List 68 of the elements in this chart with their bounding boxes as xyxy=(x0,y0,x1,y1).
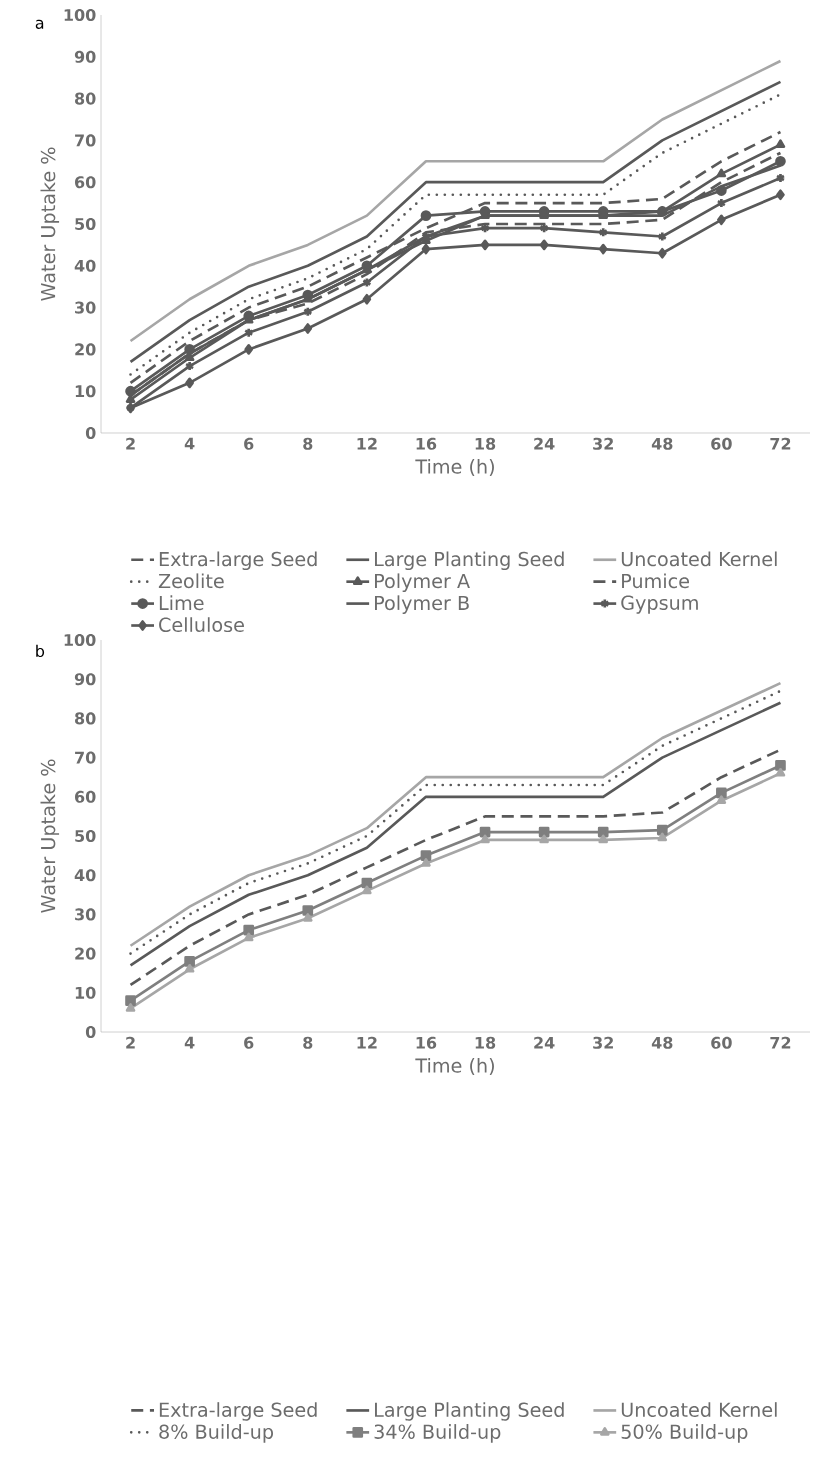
x-tick-label: 6 xyxy=(244,437,254,450)
y-tick-label: 40 xyxy=(74,869,96,882)
x-tick-label: 12 xyxy=(357,1036,377,1049)
y-tick-label: 70 xyxy=(75,134,96,147)
x-tick-label: 24 xyxy=(534,1036,555,1049)
x-tick-label: 32 xyxy=(593,437,613,450)
y-tick-label: 90 xyxy=(74,673,96,686)
y-tick-label: 90 xyxy=(74,50,96,63)
legend-label: Lime xyxy=(159,595,204,611)
x-tick-label: 8 xyxy=(303,1036,313,1049)
text: a xyxy=(35,19,44,29)
x-tick-label: 16 xyxy=(416,437,437,450)
x-tick-label: 2 xyxy=(126,437,135,450)
legend-label: Zeolite xyxy=(158,573,224,589)
legend-label: Uncoated Kernel xyxy=(621,551,777,567)
x-tick-label: 4 xyxy=(184,437,195,450)
legend-label: Polymer A xyxy=(375,573,470,592)
x-tick-label: 18 xyxy=(475,1036,496,1049)
y-axis-title: Water Uptake % xyxy=(40,147,60,301)
y-tick-label: 70 xyxy=(75,751,96,764)
x-tick-label: 72 xyxy=(770,437,791,450)
x-tick-label: 60 xyxy=(711,1036,732,1049)
y-tick-label: 60 xyxy=(75,176,96,189)
y-tick-label: 0 xyxy=(85,1025,96,1039)
x-tick-label: 48 xyxy=(651,437,673,450)
legend-label: Pumice xyxy=(622,573,689,589)
y-tick-label: 50 xyxy=(75,829,96,843)
x-tick-label: 2 xyxy=(126,1036,135,1049)
x-tick-label: 6 xyxy=(244,1036,254,1049)
y-tick-label: 30 xyxy=(75,908,96,921)
x-tick-label: 48 xyxy=(651,1036,673,1049)
y-tick-label: 0 xyxy=(85,426,96,440)
y-tick-label: 50 xyxy=(75,217,96,231)
x-tick-label: 8 xyxy=(303,437,313,450)
x-axis-title: Time (h) xyxy=(415,1057,494,1076)
legend-label: 34% Build-up xyxy=(374,1424,501,1443)
x-tick-label: 12 xyxy=(357,437,377,450)
y-tick-label: 60 xyxy=(75,790,96,803)
text: b xyxy=(36,644,45,658)
legend-label: Cellulose xyxy=(159,617,244,633)
y-tick-label: 10 xyxy=(75,986,96,999)
y-tick-label: 100 xyxy=(64,8,96,22)
y-tick-label: 40 xyxy=(74,259,96,272)
y-tick-label: 20 xyxy=(75,343,96,356)
x-tick-label: 18 xyxy=(475,437,496,450)
y-tick-label: 20 xyxy=(75,947,96,960)
x-tick-label: 24 xyxy=(534,437,555,450)
x-axis-title: Time (h) xyxy=(415,458,494,477)
legend-label: 50% Build-up xyxy=(621,1424,748,1443)
x-tick-label: 32 xyxy=(593,1036,613,1049)
legend-label: Large Planting Seed xyxy=(375,1402,564,1421)
y-axis-title: Water Uptake % xyxy=(40,759,60,913)
legend-label: Gypsum xyxy=(621,595,698,614)
y-tick-label: 80 xyxy=(75,712,96,725)
legend-label: Extra-large Seed xyxy=(159,1402,317,1421)
legend-label: Large Planting Seed xyxy=(375,551,564,571)
y-tick-label: 10 xyxy=(75,385,96,398)
legend-label: 8% Build-up xyxy=(159,1424,273,1443)
y-tick-label: 80 xyxy=(75,92,96,105)
legend-label: Uncoated Kernel xyxy=(621,1402,777,1418)
legend-label: Extra-large Seed xyxy=(159,551,317,571)
x-tick-label: 16 xyxy=(416,1036,437,1049)
y-tick-label: 30 xyxy=(75,301,96,314)
x-tick-label: 72 xyxy=(770,1036,791,1049)
legend-label: Polymer B xyxy=(375,595,469,614)
x-tick-label: 60 xyxy=(711,437,732,450)
y-tick-label: 100 xyxy=(64,633,96,647)
x-tick-label: 4 xyxy=(184,1036,195,1049)
